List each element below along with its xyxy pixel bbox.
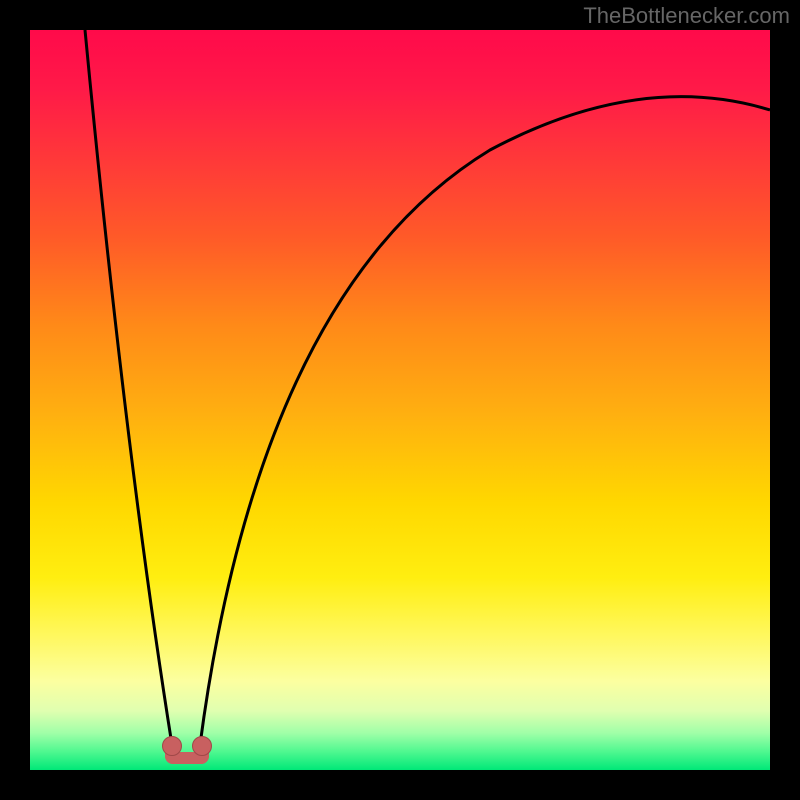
trough-marker-left xyxy=(162,736,182,756)
curve-right-branch xyxy=(200,97,770,745)
trough-marker-right xyxy=(192,736,212,756)
curve-left-branch xyxy=(85,30,172,745)
plot-area xyxy=(30,30,770,770)
watermark-text: TheBottlenecker.com xyxy=(583,3,790,29)
bottleneck-curve xyxy=(30,30,770,770)
